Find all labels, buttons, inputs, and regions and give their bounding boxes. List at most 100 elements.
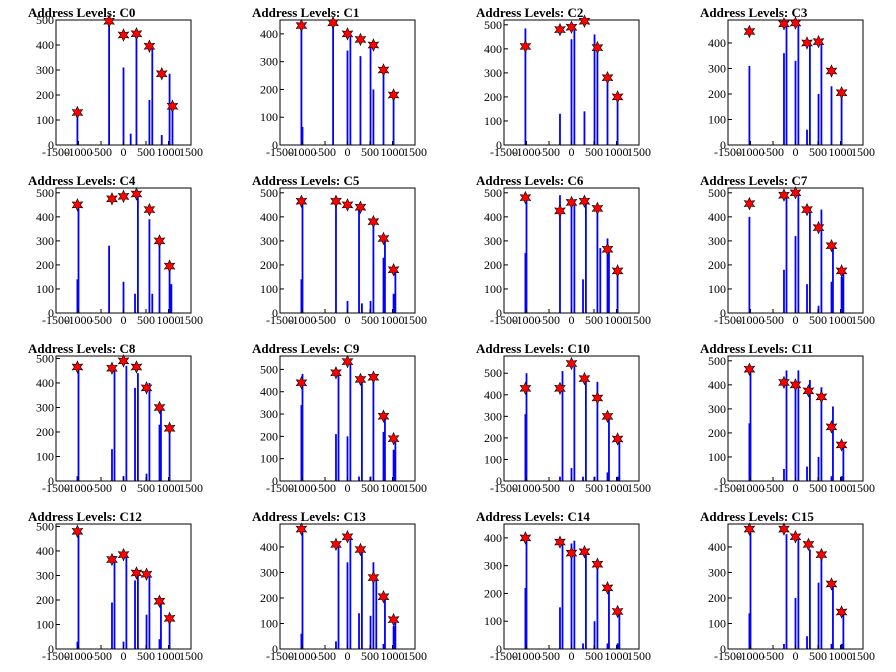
- bar: [797, 192, 800, 313]
- x-tick-label: 1000: [605, 313, 629, 327]
- x-tick-label: 0: [121, 481, 127, 495]
- bar: [820, 387, 823, 481]
- subplot: Address Levels: C5-1500-1000-500 0 500 1000…: [252, 173, 427, 327]
- peak-marker: [295, 194, 308, 208]
- y-tick-label: 0: [48, 474, 54, 488]
- bar: [346, 562, 349, 649]
- bar: [372, 562, 375, 649]
- y-tick-label: 400: [260, 540, 278, 554]
- bar: [606, 238, 609, 313]
- bar: [394, 618, 397, 649]
- bar: [76, 476, 79, 481]
- bar: [785, 195, 788, 313]
- bar: [606, 75, 609, 145]
- x-tick-label: 500: [809, 649, 827, 663]
- y-tick-label: 0: [48, 138, 54, 152]
- x-tick-label: -1500: [490, 145, 518, 159]
- x-tick-label: 1000: [605, 481, 629, 495]
- bar: [382, 257, 385, 313]
- peak-marker: [815, 547, 828, 562]
- y-tick-label: 400: [260, 385, 278, 399]
- bar: [585, 554, 587, 649]
- x-tick-label: 1500: [403, 481, 427, 495]
- peak-marker: [354, 542, 367, 557]
- bar: [570, 204, 573, 313]
- bar: [160, 135, 163, 145]
- bar: [616, 96, 619, 145]
- peak-marker: [601, 242, 614, 257]
- peak-marker: [778, 522, 790, 536]
- bar: [806, 466, 808, 481]
- x-tick-label: 1000: [381, 313, 405, 327]
- x-tick-label: 1500: [627, 649, 651, 663]
- x-tick-label: -1500: [42, 145, 70, 159]
- peak-marker: [519, 190, 532, 205]
- bar: [783, 643, 785, 649]
- subplot-title: Address Levels: C12: [28, 509, 142, 524]
- subplot: Address Levels: C9-1500-1000-500 0 500 1000…: [252, 341, 427, 495]
- peak-marker: [825, 577, 838, 591]
- x-tick-label: 1500: [179, 649, 203, 663]
- bar: [158, 424, 161, 481]
- peak-marker: [778, 375, 790, 390]
- bar: [524, 252, 527, 313]
- bar: [596, 48, 599, 145]
- y-tick-label: 100: [260, 452, 278, 466]
- subplot: Address Levels: C4-1500-1000-500 0 500 1000…: [28, 173, 203, 327]
- y-tick-label: 300: [36, 234, 54, 248]
- bar: [160, 599, 162, 649]
- bar: [582, 476, 584, 481]
- bar: [358, 476, 360, 481]
- peak-marker: [163, 611, 176, 626]
- bar: [349, 534, 352, 649]
- y-tick-label: 500: [36, 186, 54, 200]
- bar: [160, 407, 162, 481]
- subplot-title: Address Levels: C11: [700, 341, 813, 356]
- peak-marker: [155, 67, 168, 81]
- x-tick-label: 500: [137, 313, 155, 327]
- x-tick-label: 1000: [157, 313, 181, 327]
- peak-marker: [554, 381, 566, 396]
- peak-marker: [565, 20, 578, 34]
- peak-marker: [341, 354, 354, 369]
- y-tick-label: 400: [708, 540, 726, 554]
- bar: [129, 133, 132, 145]
- y-tick-label: 0: [48, 306, 54, 320]
- peak-marker: [611, 432, 624, 446]
- bar: [559, 113, 561, 145]
- bar: [585, 377, 587, 481]
- bar: [749, 529, 752, 649]
- bar: [608, 587, 610, 649]
- bar: [525, 373, 528, 481]
- bar: [616, 476, 619, 481]
- x-tick-label: -500: [90, 481, 112, 495]
- bar: [349, 33, 352, 145]
- peak-marker: [611, 264, 624, 278]
- peak-marker: [387, 262, 400, 277]
- peak-marker: [163, 259, 176, 273]
- x-tick-label: 1000: [829, 145, 853, 159]
- peak-marker: [835, 264, 848, 278]
- x-tick-label: 1000: [829, 649, 853, 663]
- x-tick-label: 1000: [157, 481, 181, 495]
- x-tick-label: 0: [793, 481, 799, 495]
- x-tick-label: 500: [809, 145, 827, 159]
- bar: [573, 202, 576, 313]
- peak-marker: [130, 187, 143, 201]
- bar: [583, 111, 586, 145]
- peak-marker: [591, 201, 604, 216]
- bar: [76, 641, 79, 649]
- y-tick-label: 500: [484, 186, 502, 200]
- bar: [382, 643, 385, 649]
- bar: [817, 582, 820, 649]
- y-tick-label: 0: [720, 474, 726, 488]
- x-tick-label: 0: [121, 313, 127, 327]
- bar: [842, 444, 845, 481]
- y-tick-label: 0: [48, 642, 54, 656]
- y-tick-label: 500: [708, 186, 726, 200]
- bar: [134, 387, 136, 481]
- subplot: Address Levels: C0-1500-1000-500 0 500 1000…: [28, 5, 203, 159]
- y-tick-label: 300: [708, 565, 726, 579]
- x-tick-label: -1000: [65, 481, 93, 495]
- x-tick-label: -1000: [737, 649, 765, 663]
